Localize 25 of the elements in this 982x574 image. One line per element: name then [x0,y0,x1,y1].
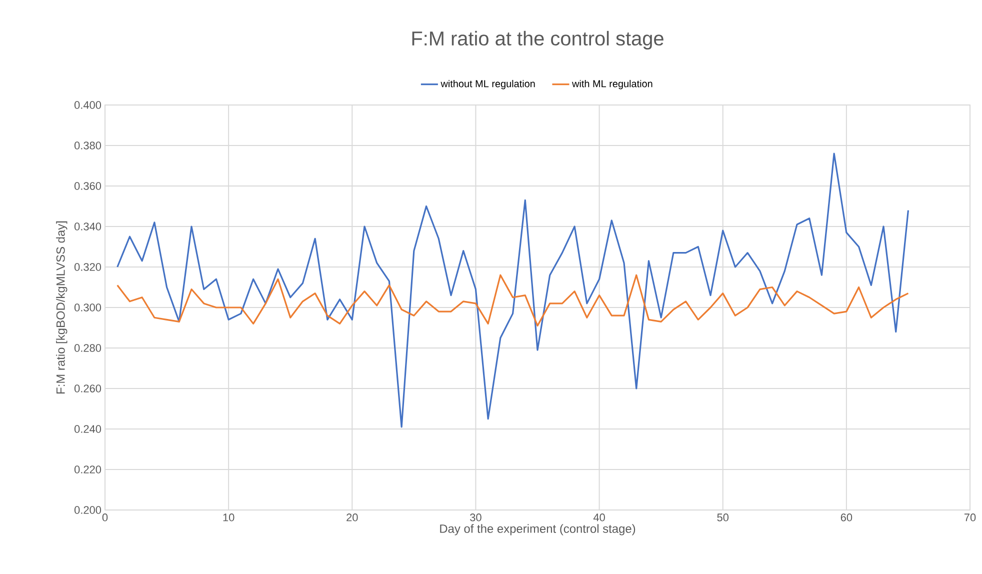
x-tick-label: 10 [223,514,234,522]
x-tick-label: 20 [346,514,358,522]
y-tick-label: 0.400 [74,101,102,109]
y-tick-label: 0.360 [74,182,102,190]
x-tick-label: 30 [470,514,482,522]
x-tick-label: 50 [717,514,729,522]
y-tick-label: 0.280 [74,344,102,352]
y-tick-label: 0.200 [74,506,102,514]
y-tick-label: 0.340 [74,222,102,230]
x-tick-label: 40 [593,514,605,522]
legend-label: without ML regulation [440,80,535,90]
y-tick-label: 0.240 [74,425,102,433]
y-tick-label: 0.260 [74,384,102,392]
y-tick-label: 0.300 [74,304,102,312]
x-tick-label: 70 [964,514,976,522]
x-tick-label: 60 [840,514,852,522]
y-tick-label: 0.380 [74,142,102,150]
y-axis-title: F:M ratio [kgBOD/kgMLVSS day] [56,221,68,394]
x-axis-title: Day of the experiment (control stage) [440,524,636,536]
y-tick-label: 0.220 [74,466,102,474]
x-tick-label: 0 [102,514,108,522]
line-series [116,152,910,428]
y-tick-label: 0.320 [74,263,102,271]
chart-title: F:M ratio at the control stage [412,30,664,50]
legend-label: with ML regulation [572,80,652,90]
